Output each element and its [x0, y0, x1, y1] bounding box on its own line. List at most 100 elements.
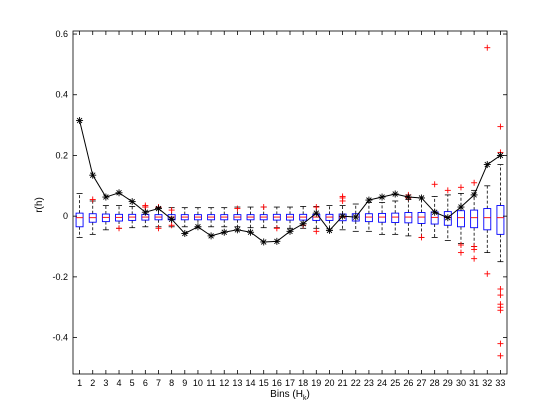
series-marker — [141, 208, 149, 216]
x-tick-label: 8 — [169, 378, 174, 388]
series-marker — [194, 223, 202, 231]
x-tick-label: 7 — [156, 378, 161, 388]
marker-stroke — [458, 204, 464, 210]
box — [378, 212, 387, 223]
outlier-point — [234, 205, 241, 212]
y-tick-label: -0.2 — [52, 272, 68, 282]
marker-stroke — [431, 209, 438, 215]
marker-stroke — [405, 194, 412, 200]
x-tick-label: 29 — [443, 378, 453, 388]
outlier-point — [313, 204, 320, 211]
marker-stroke — [234, 227, 241, 233]
x-tick-label: 26 — [403, 378, 413, 388]
series-marker — [444, 214, 452, 222]
x-tick-label: 20 — [324, 378, 334, 388]
marker-stroke — [379, 194, 385, 200]
series-marker — [220, 228, 228, 236]
series-marker — [128, 198, 136, 206]
x-axis-label: Bins (Hk) — [270, 389, 310, 402]
outlier-point — [497, 123, 504, 130]
x-tick-label: 3 — [103, 378, 108, 388]
marker-stroke — [168, 216, 175, 222]
outlier-point — [168, 222, 175, 229]
box — [443, 211, 452, 226]
marker-stroke — [339, 213, 346, 219]
series-marker — [418, 194, 426, 202]
series-marker — [470, 191, 478, 199]
x-tick-label: 12 — [219, 378, 229, 388]
marker-stroke — [497, 152, 504, 159]
box — [391, 212, 400, 223]
box — [470, 209, 479, 229]
outlier-point — [457, 184, 464, 191]
x-tick-label: 1 — [77, 378, 82, 388]
box — [364, 213, 373, 223]
box — [101, 213, 110, 223]
outlier-point — [418, 234, 425, 241]
box — [483, 208, 492, 231]
x-tick-label: 2 — [90, 378, 95, 388]
x-tick-label: 23 — [364, 378, 374, 388]
x-tick-label: 24 — [377, 378, 387, 388]
outlier-point — [471, 179, 478, 186]
marker-stroke — [471, 192, 477, 198]
outlier-point — [497, 340, 504, 347]
series-marker — [404, 193, 412, 201]
outlier-point — [457, 249, 464, 256]
y-tick-label: 0.4 — [55, 90, 68, 100]
series-marker — [154, 205, 162, 213]
marker-stroke — [195, 224, 201, 230]
outlier-point — [497, 352, 504, 359]
marker-stroke — [313, 210, 320, 216]
x-tick-label: 4 — [117, 378, 122, 388]
series-marker — [431, 208, 439, 216]
plot-area — [75, 44, 505, 359]
marker-stroke — [418, 195, 425, 201]
x-axis-label-close: ) — [306, 389, 309, 400]
outlier-point — [89, 196, 96, 203]
series-marker — [102, 193, 110, 201]
marker-stroke — [155, 205, 162, 212]
series-marker — [260, 238, 268, 246]
series-marker — [352, 213, 360, 221]
outlier-point — [471, 255, 478, 262]
marker-stroke — [103, 194, 109, 200]
series-marker — [89, 171, 97, 179]
outlier-point — [339, 197, 346, 204]
marker-stroke — [300, 220, 306, 227]
x-tick-label: 14 — [246, 378, 256, 388]
outlier-point — [497, 307, 504, 314]
x-tick-label: 15 — [259, 378, 269, 388]
outlier-point — [431, 181, 438, 188]
x-tick-label: 10 — [193, 378, 203, 388]
box — [75, 212, 84, 228]
series-marker — [299, 220, 307, 228]
outlier-point — [116, 225, 123, 232]
outlier-point — [471, 246, 478, 253]
outlier-point — [444, 187, 451, 194]
marker-stroke — [366, 197, 372, 203]
outlier-point — [155, 225, 162, 232]
box — [457, 210, 465, 228]
x-tick-label: 9 — [182, 378, 187, 388]
y-axis-label: r(h) — [34, 197, 45, 213]
outlier-point — [168, 207, 175, 214]
outlier-point — [273, 225, 280, 232]
x-axis: 1 2 3 4 5 6 7 8 9 10 11 12 13 14 15 16 17 18 19 20 21 22 23 24 2… — [77, 31, 505, 388]
marker-stroke — [326, 227, 333, 234]
marker-stroke — [392, 191, 398, 197]
outlier-point — [497, 286, 504, 293]
box — [496, 205, 505, 235]
x-tick-label: 31 — [469, 378, 479, 388]
y-tick-label: -0.4 — [52, 333, 68, 343]
marker-stroke — [247, 229, 254, 236]
x-tick-label: 19 — [311, 378, 321, 388]
y-tick-label: 0.2 — [55, 150, 68, 160]
series-marker — [483, 161, 491, 169]
series-marker — [207, 232, 215, 240]
x-tick-label: 30 — [456, 378, 466, 388]
x-tick-label: 27 — [417, 378, 427, 388]
x-tick-label: 11 — [206, 378, 215, 388]
x-tick-label: 22 — [351, 378, 361, 388]
marker-stroke — [484, 161, 491, 168]
